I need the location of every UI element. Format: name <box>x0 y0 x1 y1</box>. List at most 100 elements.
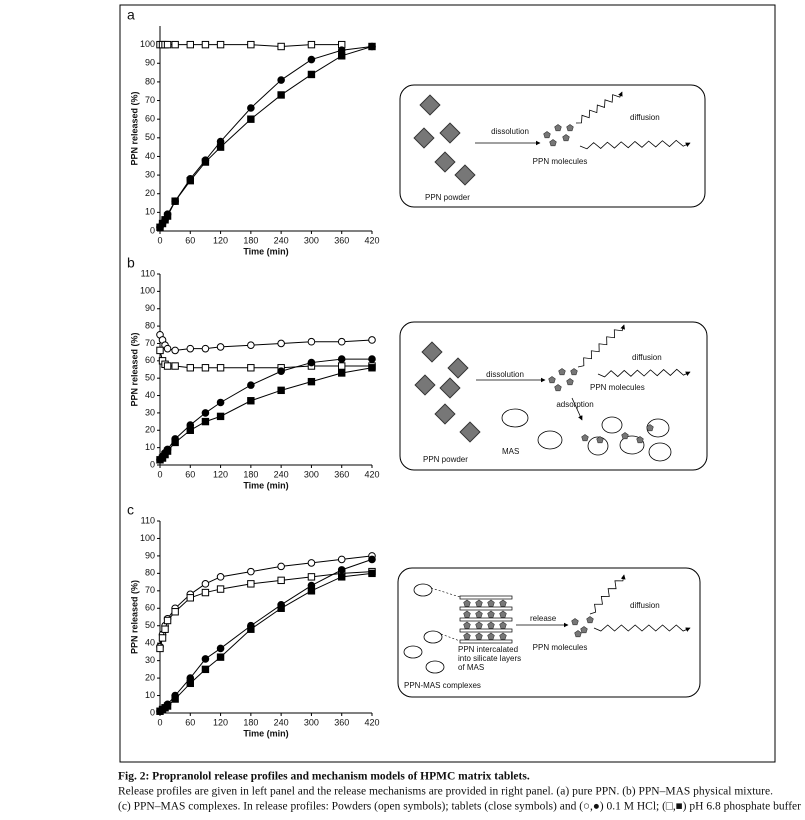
point <box>247 115 255 123</box>
diagram-shape <box>475 632 483 640</box>
y-tick-label: 50 <box>145 620 155 630</box>
point <box>201 364 210 372</box>
point <box>337 337 346 346</box>
diagram-shape <box>459 639 513 644</box>
point <box>161 625 169 633</box>
x-tick-label: 180 <box>243 469 258 479</box>
point <box>186 364 194 372</box>
diagram-shape <box>454 164 476 186</box>
y-tick-label: 100 <box>140 39 155 49</box>
diagram-shape <box>487 599 495 607</box>
point <box>186 40 194 49</box>
point <box>337 566 346 574</box>
diagram-shape <box>487 621 495 629</box>
x-tick-label: 120 <box>213 469 228 479</box>
diagram-shape <box>586 616 594 624</box>
diagram-label: PPN-MAS complexes <box>404 681 481 690</box>
series-line <box>159 46 373 228</box>
diagram-shape <box>397 567 701 698</box>
point <box>156 346 164 355</box>
point <box>338 52 346 60</box>
diagram-shape <box>580 626 588 634</box>
y-tick-label: 40 <box>145 390 155 400</box>
caption-title: Fig. 2: Propranolol release profiles and… <box>118 771 530 783</box>
diagram-shape <box>574 630 582 638</box>
diagram-shape <box>621 432 629 440</box>
point <box>277 339 285 348</box>
point <box>307 337 316 346</box>
y-axis-title: PPN released (%) <box>129 91 139 165</box>
y-tick-label: 40 <box>145 638 155 648</box>
diagram-shape <box>487 632 495 640</box>
point <box>163 40 172 49</box>
series-line <box>159 571 373 649</box>
diagram-shape <box>459 628 513 633</box>
point <box>201 580 210 588</box>
point <box>247 341 255 349</box>
x-tick-label: 180 <box>243 235 258 245</box>
x-tick-label: 420 <box>364 717 379 727</box>
point <box>247 580 255 588</box>
point <box>368 569 376 578</box>
point <box>277 367 285 376</box>
diagram-shape <box>413 127 435 149</box>
diagram-shape <box>414 374 436 396</box>
diagram-shape <box>548 376 556 384</box>
x-tick-label: 0 <box>157 469 162 479</box>
diagram-shape <box>596 436 604 444</box>
point <box>201 344 210 353</box>
diagram-shape <box>579 139 691 150</box>
diagram-label: PPN molecules <box>590 383 645 392</box>
diagram-shape <box>487 610 495 618</box>
diagram-shape <box>425 660 445 674</box>
diagram-shape <box>593 624 691 632</box>
point <box>163 702 172 710</box>
y-tick-label: 10 <box>145 207 155 217</box>
y-tick-label: 110 <box>141 268 155 278</box>
point <box>171 362 179 370</box>
x-axis-title: Time (min) <box>243 728 288 738</box>
diagram-shape <box>434 403 456 425</box>
point <box>368 355 376 363</box>
y-tick-label: 0 <box>150 225 155 235</box>
y-tick-label: 90 <box>145 303 155 313</box>
point <box>171 197 179 205</box>
point <box>277 604 285 612</box>
panel-label: b <box>127 255 135 271</box>
point <box>186 679 194 688</box>
point <box>186 344 195 353</box>
y-tick-label: 30 <box>145 169 155 179</box>
diagram-shape <box>499 621 507 629</box>
diagram-shape <box>421 341 443 363</box>
caption-line: (c) PPN–MAS complexes. In release profil… <box>118 801 801 813</box>
diagram-shape <box>554 124 562 132</box>
y-tick-label: 50 <box>145 373 155 383</box>
point <box>171 695 179 703</box>
diagram-shape <box>636 436 644 444</box>
y-tick-label: 0 <box>150 707 155 717</box>
diagram-shape <box>601 416 623 434</box>
y-axis-title: PPN released (%) <box>129 580 139 654</box>
point <box>163 362 172 370</box>
y-tick-label: 0 <box>150 459 155 469</box>
point <box>368 555 376 564</box>
x-tick-label: 300 <box>304 717 319 727</box>
point <box>247 381 255 389</box>
point <box>247 40 255 49</box>
point <box>186 426 194 434</box>
diagram-shape <box>459 421 481 443</box>
diagram-shape <box>447 357 469 379</box>
diagram-shape <box>463 599 471 607</box>
diagram-label: adsorption <box>556 400 593 409</box>
diagram-label: diffusion <box>630 601 660 610</box>
diagram-shape <box>537 430 563 450</box>
point <box>247 397 255 405</box>
panel-label: c <box>127 502 134 518</box>
point <box>163 344 172 353</box>
point <box>307 377 316 386</box>
diagram-label: PPN powder <box>423 455 468 464</box>
point <box>201 417 210 426</box>
y-tick-label: 20 <box>145 672 155 682</box>
y-tick-label: 60 <box>145 355 155 365</box>
diagram-shape <box>419 94 441 116</box>
